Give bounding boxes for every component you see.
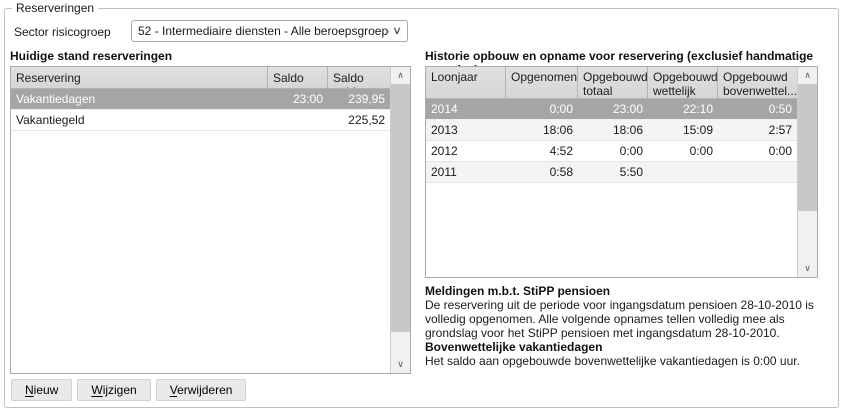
table-cell: 0:00 [689, 144, 713, 158]
table-cell: 2:57 [768, 123, 792, 137]
scroll-down-icon[interactable]: ∨ [804, 263, 811, 273]
table-cell: 2013 [431, 123, 458, 137]
column-header-opgebouwd-bovenwettelijk[interactable]: Opgebouwd bovenwettel... [723, 70, 797, 98]
column-header-saldo-geld[interactable]: Saldo geld [333, 71, 364, 88]
table-cell: 0:00 [549, 102, 573, 116]
sector-risicogroep-value: 52 - Intermediaire diensten - Alle beroe… [138, 24, 389, 38]
table-cell [268, 110, 328, 130]
history-body: 2014 0:00 23:00 22:10 0:50 2013 18:06 18:06 15:0… [426, 99, 797, 183]
column-header-opgebouwd-totaal[interactable]: Opgebouwd totaal [578, 67, 648, 98]
table-cell: 239,95 [348, 92, 385, 106]
table-row[interactable]: 2014 0:00 23:00 22:10 0:50 [426, 99, 797, 120]
table-cell: 5:50 [619, 165, 643, 179]
bovenwettelijke-vakantiedagen-text: Het saldo aan opgebouwde bovenwettelijke… [425, 354, 800, 368]
column-header-loonjaar[interactable]: Loonjaar [426, 67, 506, 98]
column-header-saldo-uren[interactable]: Saldo uren [268, 67, 328, 88]
table-row[interactable]: 2011 0:58 5:50 [426, 162, 797, 183]
table-cell: 18:06 [542, 123, 573, 137]
table-cell: 18:06 [612, 123, 643, 137]
action-buttons: Nieuw Wijzigen Verwijderen [11, 379, 247, 401]
scrollbar-thumb[interactable] [391, 84, 410, 332]
table-cell: 2014 [431, 102, 458, 116]
table-cell: Vakantiedagen [16, 92, 96, 106]
column-header-opgebouwd-wettelijk[interactable]: Opgebouwd wettelijk [648, 67, 718, 98]
sector-risicogroep-select[interactable]: 52 - Intermediaire diensten - Alle beroe… [131, 20, 408, 42]
current-reservations-body: Vakantiedagen 23:00 239,95 Vakantiegeld 225,… [11, 89, 390, 131]
table-cell: 23:00 [292, 92, 323, 106]
info-block: Meldingen m.b.t. StiPP pensioen De reser… [425, 284, 834, 368]
history-scrollbar[interactable]: ∧ ∨ [797, 67, 817, 277]
scrollbar-thumb[interactable] [798, 84, 817, 211]
table-cell: 0:50 [768, 102, 792, 116]
table-cell [648, 162, 718, 182]
scroll-up-icon[interactable]: ∧ [397, 70, 404, 80]
table-cell: 15:09 [682, 123, 713, 137]
column-header-reservering[interactable]: Reservering [11, 67, 268, 88]
history-header: Loonjaar Opgenomen Opgebouwd totaal Opge… [426, 67, 797, 99]
table-cell [718, 162, 797, 182]
history-table: Loonjaar Opgenomen Opgebouwd totaal Opge… [425, 66, 818, 278]
current-reservations-table: Reservering Saldo uren Saldo geld Vakant… [10, 66, 411, 374]
table-cell: Vakantiegeld [16, 113, 85, 127]
meldingen-stipp-title: Meldingen m.b.t. StiPP pensioen [425, 284, 611, 298]
table-cell: 22:10 [682, 102, 713, 116]
current-reservations-title: Huidige stand reserveringen [10, 49, 173, 63]
meldingen-stipp-text: De reservering uit de periode voor ingan… [425, 298, 814, 340]
scrollbar-track[interactable] [798, 84, 817, 260]
reserveringen-groupbox [4, 8, 839, 408]
table-cell: 2011 [431, 165, 457, 179]
groupbox-title: Reserveringen [12, 1, 99, 15]
wijzigen-button[interactable]: Wijzigen [77, 379, 151, 401]
bovenwettelijke-vakantiedagen-title: Bovenwettelijke vakantiedagen [425, 340, 603, 354]
table-cell: 0:00 [619, 144, 643, 158]
scroll-down-icon[interactable]: ∨ [397, 359, 404, 369]
verwijderen-button[interactable]: Verwijderen [155, 379, 247, 401]
table-cell: 225,52 [348, 113, 385, 127]
nieuw-button[interactable]: Nieuw [11, 379, 73, 401]
table-cell: 0:58 [549, 165, 573, 179]
table-row[interactable]: Vakantiedagen 23:00 239,95 [11, 89, 390, 110]
table-cell: 2012 [431, 144, 458, 158]
table-row[interactable]: Vakantiegeld 225,52 [11, 110, 390, 131]
table-row[interactable]: 2012 4:52 0:00 0:00 0:00 [426, 141, 797, 162]
current-reservations-scrollbar[interactable]: ∧ ∨ [390, 67, 410, 373]
column-header-opgenomen[interactable]: Opgenomen [506, 67, 578, 98]
table-cell: 4:52 [549, 144, 573, 158]
scroll-up-icon[interactable]: ∧ [804, 70, 811, 80]
table-cell: 0:00 [768, 144, 792, 158]
table-row[interactable]: 2013 18:06 18:06 15:09 2:57 [426, 120, 797, 141]
table-cell: 23:00 [612, 102, 643, 116]
sector-risicogroep-label: Sector risicogroep [14, 25, 111, 39]
scrollbar-track[interactable] [391, 84, 410, 356]
current-reservations-header: Reservering Saldo uren Saldo geld [11, 67, 390, 89]
chevron-down-icon: ∨ [391, 24, 403, 37]
